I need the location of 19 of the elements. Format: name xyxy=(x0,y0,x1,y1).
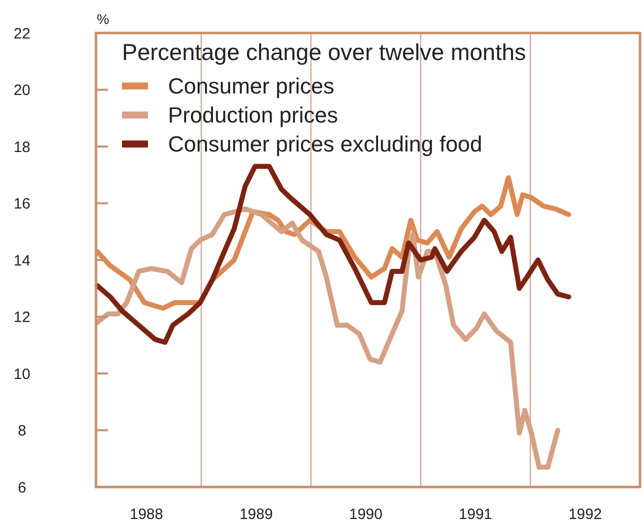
y-tick-label: 10 xyxy=(14,366,30,383)
legend-label: Consumer prices xyxy=(168,74,334,99)
y-tick-label: 22 xyxy=(14,25,30,42)
y-tick-label: 12 xyxy=(14,309,30,326)
x-tick-label: 1990 xyxy=(349,506,382,523)
legend-label: Production prices xyxy=(168,102,338,128)
y-tick-label: 8 xyxy=(18,422,26,440)
y-tick-label: 16 xyxy=(14,196,30,212)
legend-label: Consumer prices excluding food xyxy=(168,132,482,157)
y-tick-label: 6 xyxy=(18,479,26,496)
legend-title: Percentage change over twelve months xyxy=(122,39,526,65)
y-tick-label: 20 xyxy=(14,82,30,99)
y-tick-label: 18 xyxy=(14,138,30,156)
x-tick-label: 1992 xyxy=(568,506,602,523)
x-tick-label: 1991 xyxy=(458,506,492,523)
x-tick-label: 1988 xyxy=(130,506,164,523)
y-tick-label: 14 xyxy=(14,252,30,270)
y-axis-title: % xyxy=(96,11,110,27)
x-tick-label: 1989 xyxy=(239,506,273,523)
